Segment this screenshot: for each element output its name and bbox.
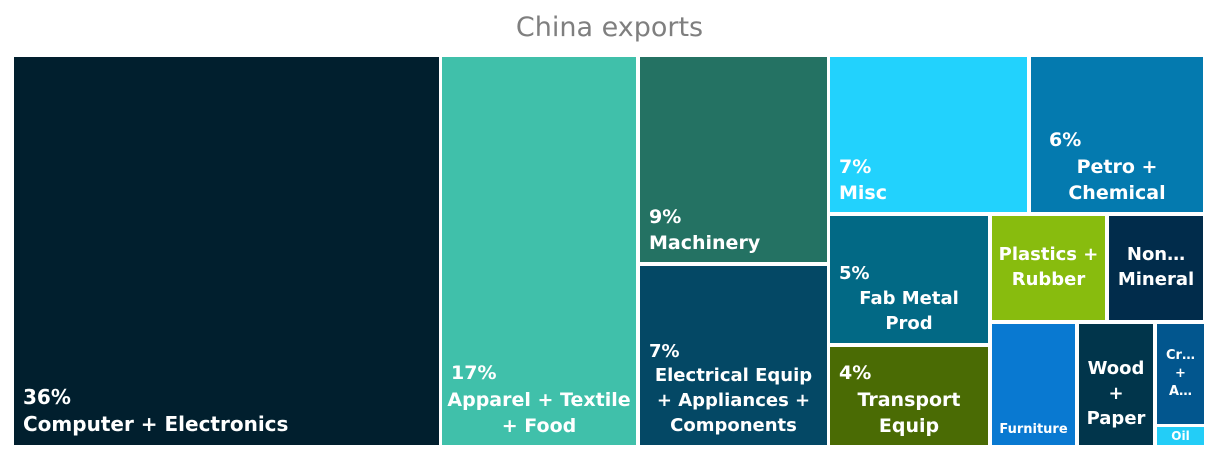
treemap-tile-non-mineral: Non… Mineral [1109, 216, 1203, 320]
tile-value-label: 7% [839, 155, 872, 178]
tile-value-label: 36% [23, 384, 71, 409]
tile-label: Apparel + Textile + Food [447, 388, 631, 437]
treemap-tile-oil: Oil [1157, 427, 1204, 445]
tile-label: Oil [1171, 428, 1190, 443]
treemap-tile-apparel-textile-food: 17% Apparel + Textile + Food [442, 57, 636, 445]
treemap-tile-computer-electronics: 36% Computer + Electronics [14, 57, 439, 445]
treemap-tile-petro-chemical: 6% Petro + Chemical [1031, 57, 1203, 212]
tile-value-label: 4% [839, 362, 872, 385]
treemap-tile-plastics-rubber: Plastics + Rubber [992, 216, 1105, 320]
tile-value-label: 7% [649, 340, 680, 362]
tile-label: Fab Metal Prod [859, 288, 959, 335]
tile-value-label: 17% [451, 362, 497, 385]
chart-title: China exports [515, 12, 704, 43]
tile-value-label: 9% [649, 205, 682, 228]
treemap-tile-furniture: Furniture [992, 324, 1075, 445]
tile-label: Misc [839, 181, 887, 204]
tile-label: Petro + Chemical [1068, 155, 1166, 204]
tile-label: Computer + Electronics [23, 412, 289, 437]
tile-value-label: 6% [1049, 129, 1082, 152]
tile-label: Furniture [999, 422, 1068, 438]
treemap-tile-cr-a: Cr… + A… [1157, 324, 1204, 424]
treemap-tile-wood-paper: Wood + Paper [1079, 324, 1153, 445]
treemap-tile-machinery: 9% Machinery [640, 57, 827, 262]
tile-value-label: 5% [839, 263, 870, 285]
tile-label: Plastics + Rubber [998, 244, 1099, 290]
treemap-tile-transport-equip: 4% Transport Equip [830, 347, 988, 445]
treemap-tile-misc: 7% Misc [830, 57, 1027, 212]
tile-label: Machinery [649, 231, 761, 254]
treemap-tile-fab-metal-prod: 5% Fab Metal Prod [830, 216, 988, 343]
tile-label: Transport Equip [857, 388, 961, 437]
tile-label: Cr… + A… [1166, 348, 1195, 399]
treemap-tile-electrical-equip-appliances-components: 7% Electrical Equip + Appliances + Componen… [640, 266, 827, 445]
tile-label: Wood + Paper [1086, 358, 1146, 429]
tile-label: Non… Mineral [1117, 244, 1195, 290]
tile-label: Electrical Equip + Appliances + Components [654, 365, 813, 437]
